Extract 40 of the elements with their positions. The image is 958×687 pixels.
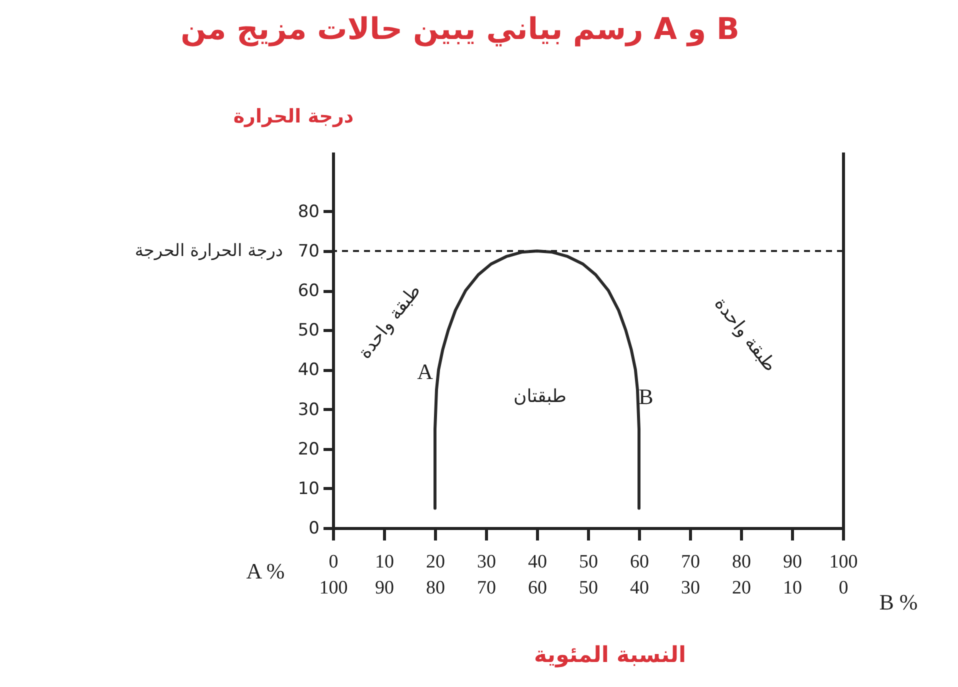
y-tick-label: 0 xyxy=(308,518,320,538)
x-tick-label: 40 xyxy=(528,552,547,572)
x-tick-label: 80 xyxy=(732,552,751,572)
annotation: B xyxy=(638,384,654,409)
x-tick-label: 20 xyxy=(426,552,445,572)
annotation: طبقة واحدة xyxy=(710,294,781,376)
annotation: طبقتان xyxy=(514,386,566,407)
x2-tick-label: 50 xyxy=(579,578,598,598)
x2-tick-label: 10 xyxy=(783,578,802,598)
x2-tick-label: 40 xyxy=(630,578,649,598)
x-axis-title: A % xyxy=(246,558,285,584)
x2-tick-label: 60 xyxy=(528,578,547,598)
text: النسبة المئوية xyxy=(534,643,686,668)
ref-line-label: درجة الحرارة الحرجة xyxy=(134,240,283,261)
x-tick-label: 60 xyxy=(630,552,649,572)
y-tick-label: 80 xyxy=(298,202,320,222)
x2-tick-label: 100 xyxy=(319,578,348,598)
x-tick-label: 90 xyxy=(783,552,802,572)
x-tick-label: 0 xyxy=(328,552,338,572)
x-tick-label: 30 xyxy=(477,552,496,572)
x2-tick-label: 0 xyxy=(838,578,848,598)
chart-title: رسم بياني يبين حالات مزيج من A و B xyxy=(180,12,740,47)
y-tick-label: 30 xyxy=(298,400,320,420)
y-tick-label: 40 xyxy=(298,360,320,380)
x-tick-label: 50 xyxy=(579,552,598,572)
x2-axis-title: B % xyxy=(879,590,918,614)
x-tick-label: 70 xyxy=(681,552,700,572)
x-tick-label: 100 xyxy=(829,552,858,572)
x2-tick-label: 80 xyxy=(426,578,445,598)
y-tick-label: 60 xyxy=(298,281,320,302)
y-tick-label: 70 xyxy=(298,241,320,262)
x2-tick-label: 70 xyxy=(477,578,496,598)
x2-tick-label: 90 xyxy=(375,578,394,598)
y-tick-label: 20 xyxy=(298,439,320,460)
y-axis-title: درجة الحرارة xyxy=(233,106,354,128)
y-tick-label: 10 xyxy=(298,478,320,499)
x2-tick-label: 30 xyxy=(681,578,700,598)
x2-tick-label: 20 xyxy=(732,578,751,598)
y-tick-label: 50 xyxy=(298,320,320,341)
x-tick-label: 10 xyxy=(375,552,394,572)
